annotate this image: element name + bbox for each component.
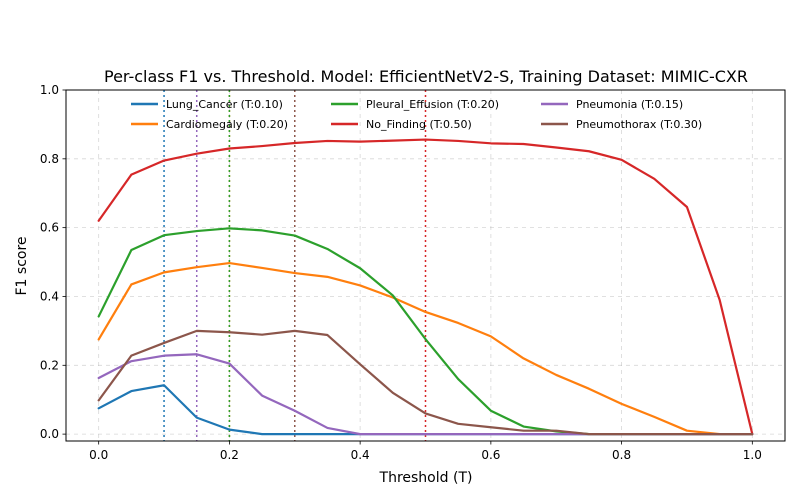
- plot-frame: [65, 89, 786, 442]
- series-line-pneumothorax: [97, 329, 754, 436]
- legend-label-pneumonia: Pneumonia (T:0.15): [576, 98, 683, 111]
- x-axis-label: Threshold (T): [379, 470, 473, 486]
- legend-label-lung-cancer: Lung_Cancer (T:0.10): [166, 98, 283, 111]
- x-tick-label: 0.2: [220, 448, 239, 462]
- chart-title: Per-class F1 vs. Threshold. Model: Effic…: [104, 67, 748, 86]
- legend: Lung_Cancer (T:0.10) Cardiomegaly (T:0.20…: [131, 98, 702, 131]
- x-tick-label: 0.8: [612, 448, 631, 462]
- y-tick-label: 0.2: [40, 358, 59, 372]
- y-tick-label: 1.0: [40, 83, 59, 97]
- ticks-layer: 0.0 0.2 0.4 0.6 0.8 1.0 0.0 0.2 0.4 0.6 0.8 1.0: [40, 83, 762, 462]
- series-line-cardiomegaly: [97, 261, 754, 436]
- threshold-lines-layer: [163, 90, 427, 441]
- y-tick-label: 0.6: [40, 221, 59, 235]
- y-tick-label: 0.4: [40, 289, 59, 303]
- x-tick-label: 0.4: [351, 448, 370, 462]
- y-axis-label: F1 score: [14, 236, 30, 295]
- x-tick-label: 1.0: [743, 448, 762, 462]
- legend-label-no-finding: No_Finding (T:0.50): [366, 118, 472, 131]
- legend-label-pneumothorax: Pneumothorax (T:0.30): [576, 118, 702, 131]
- x-tick-label: 0.0: [89, 448, 108, 462]
- series-layer: [97, 138, 754, 436]
- series-line-no-finding: [97, 138, 754, 436]
- legend-label-pleural-effusion: Pleural_Effusion (T:0.20): [366, 98, 499, 111]
- y-tick-label: 0.0: [40, 427, 59, 441]
- x-tick-label: 0.6: [481, 448, 500, 462]
- y-tick-label: 0.8: [40, 152, 59, 166]
- legend-label-cardiomegaly: Cardiomegaly (T:0.20): [166, 118, 288, 131]
